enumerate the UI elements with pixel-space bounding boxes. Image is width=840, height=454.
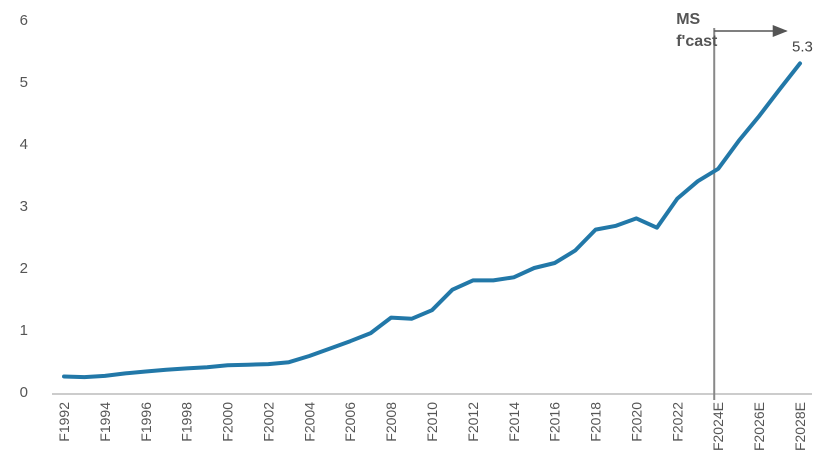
data-point (594, 228, 597, 231)
data-point (512, 276, 515, 279)
data-point (799, 62, 802, 65)
data-point (103, 374, 106, 377)
forecast-label-line1: MS (676, 11, 700, 28)
x-tick-label: F2000 (220, 402, 236, 442)
forecast-label-line2: f'cast (676, 33, 718, 50)
y-tick-label: 1 (20, 322, 28, 339)
y-axis: 0 1 2 3 4 5 6 (20, 12, 28, 401)
data-point (635, 217, 638, 220)
data-point (165, 368, 168, 371)
data-point (778, 88, 781, 91)
x-tick-label: F1998 (179, 402, 195, 442)
data-point (247, 363, 250, 366)
x-tick-label: F2002 (260, 402, 276, 442)
x-tick-label: F2022 (669, 402, 685, 442)
y-tick-label: 4 (20, 136, 28, 153)
data-point (717, 167, 720, 170)
x-tick-label: F2028E (792, 402, 808, 451)
y-tick-label: 0 (20, 384, 28, 401)
y-tick-label: 5 (20, 74, 28, 91)
x-tick-label: F2004 (301, 402, 317, 442)
x-tick-label: F2006 (342, 402, 358, 442)
data-point (328, 347, 331, 350)
x-tick-label: F1996 (138, 402, 154, 442)
data-point (676, 197, 679, 200)
data-point (124, 372, 127, 375)
x-tick-label: F2014 (506, 402, 522, 442)
x-tick-label: F2008 (383, 402, 399, 442)
data-point (349, 340, 352, 343)
series-line (62, 61, 802, 380)
x-tick-label: F2016 (547, 402, 563, 442)
data-point (144, 370, 147, 373)
x-tick-label: F1992 (56, 402, 72, 442)
data-point (83, 376, 86, 379)
data-point (287, 361, 290, 364)
x-tick-label: F2024E (710, 402, 726, 451)
y-tick-label: 2 (20, 260, 28, 277)
data-point (451, 288, 454, 291)
data-point (431, 309, 434, 312)
x-tick-label: F2020 (628, 402, 644, 442)
data-point (369, 332, 372, 335)
data-point (533, 267, 536, 270)
data-point (492, 279, 495, 282)
data-point (615, 224, 618, 227)
data-point (553, 262, 556, 265)
y-tick-label: 6 (20, 12, 28, 29)
data-point (390, 316, 393, 319)
data-point (410, 317, 413, 320)
data-point (226, 364, 229, 367)
x-tick-label: F2012 (465, 402, 481, 442)
x-tick-label: F1994 (97, 402, 113, 442)
data-point (696, 180, 699, 183)
data-point (308, 355, 311, 358)
data-point (206, 366, 209, 369)
data-point (758, 115, 761, 118)
data-point (655, 226, 658, 229)
data-point (267, 363, 270, 366)
x-axis: F1992 F1994 F1996 F1998 F2000 F2002 F2004 F2006… (56, 402, 808, 451)
data-point (574, 249, 577, 252)
y-tick-label: 3 (20, 198, 28, 215)
data-point (185, 367, 188, 370)
data-point (63, 375, 66, 378)
x-tick-label: F2010 (424, 402, 440, 442)
data-points (63, 62, 802, 379)
x-tick-label: F2018 (588, 402, 604, 442)
end-data-label: 5.3 (792, 38, 813, 55)
x-tick-label: F2026E (751, 402, 767, 451)
data-point (737, 139, 740, 142)
data-point (471, 279, 474, 282)
